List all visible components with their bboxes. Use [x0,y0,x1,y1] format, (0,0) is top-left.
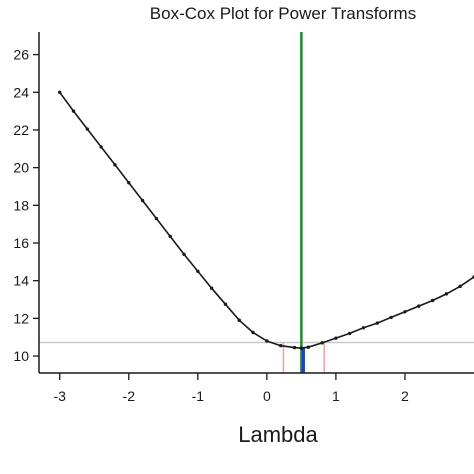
x-tick-label: -2 [123,388,136,404]
data-point [278,343,283,348]
data-point [444,292,449,296]
y-tick-label: 16 [13,235,29,251]
x-axis-label: Lambda [238,422,318,447]
data-point [251,330,255,335]
y-tick-label: 26 [13,47,29,63]
data-point [389,315,393,320]
data-point [182,252,186,257]
y-tick-label: 14 [13,273,29,289]
y-tick-label: 18 [13,197,29,213]
data-point [306,345,310,349]
y-tick-label: 20 [13,160,29,176]
x-tick-label: -3 [53,388,66,404]
data-point [99,145,103,149]
data-point [361,326,366,330]
data-point [292,345,297,350]
data-point [223,302,228,306]
y-tick-label: 12 [13,310,29,326]
data-point [299,346,304,350]
data-point [430,298,435,303]
data-point [458,284,462,289]
data-point [85,127,90,131]
data-point [237,318,241,322]
data-point [375,321,380,325]
chart-title: Box-Cox Plot for Power Transforms [150,4,416,23]
data-point [168,234,172,239]
data-point [265,339,269,343]
x-tick-label: 2 [401,388,409,404]
data-point [71,109,76,113]
x-tick-label: 0 [263,388,271,404]
data-point [320,341,324,345]
data-point [140,198,145,203]
data-point [417,304,421,308]
data-point [127,181,131,185]
data-point [403,310,407,314]
data-point [113,163,117,167]
x-tick-label: -1 [192,388,205,404]
data-point [58,90,62,94]
data-point [154,216,159,221]
y-tick-label: 24 [13,84,29,100]
y-tick-label: 22 [13,122,29,138]
series-line [59,91,474,349]
data-point [196,269,200,273]
data-point [209,286,214,290]
y-tick-label: 10 [13,348,29,364]
data-point [348,331,352,336]
data-point [334,336,338,340]
x-tick-label: 1 [332,388,340,404]
